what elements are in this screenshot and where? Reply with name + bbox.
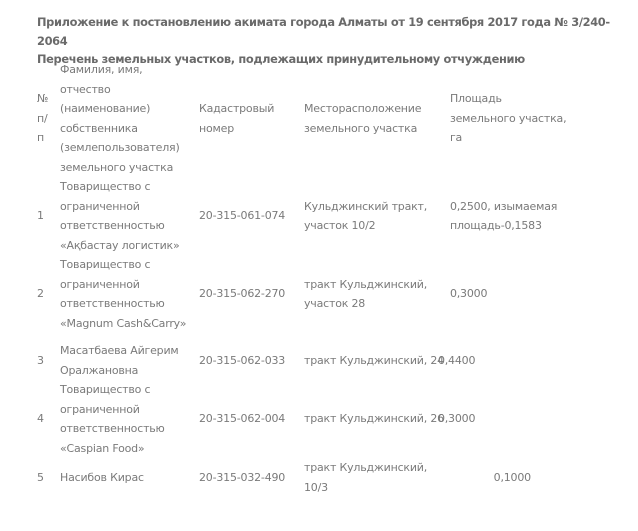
cell-area: 0,1000 bbox=[493, 470, 531, 484]
cell-area: 0,4400 bbox=[437, 353, 476, 367]
table-row: 4 Товарищество с ограниченной ответствен… bbox=[34, 380, 573, 458]
cell-num: 2 bbox=[37, 287, 44, 301]
table-row: 5 Насибов Кирас 20-315-032-490 тракт Кул… bbox=[34, 458, 573, 497]
table-row: 2 Товарищество с ограниченной ответствен… bbox=[34, 255, 573, 333]
header-cadastral: Кадастровый номер bbox=[199, 102, 275, 135]
cell-location: тракт Кульджинский, 24 bbox=[304, 353, 444, 367]
cell-area: 0,3000 bbox=[437, 412, 476, 426]
cell-cadastral: 20-315-061-074 bbox=[199, 209, 286, 223]
cell-owner: Товарищество с ограниченной ответственно… bbox=[60, 258, 187, 330]
cell-num: 5 bbox=[37, 470, 44, 484]
table-row: 3 Масатбаева Айгерим Оралжановна 20-315-… bbox=[34, 333, 573, 380]
cell-num: 1 bbox=[37, 209, 44, 223]
cell-location: тракт Кульджинский, 10/3 bbox=[304, 461, 428, 494]
document-heading: Приложение к постановлению акимата город… bbox=[37, 13, 638, 69]
cell-area-wrap: 0,4400 bbox=[438, 333, 573, 380]
header-owner: Фамилия, имя, отчество (наименование) со… bbox=[60, 63, 180, 174]
header-num: № п/п bbox=[37, 92, 49, 145]
cell-owner: Насибов Кирас bbox=[60, 470, 144, 484]
cell-owner: Товарищество с ограниченной ответственно… bbox=[60, 383, 165, 455]
cell-location: тракт Кульджинский, участок 28 bbox=[304, 277, 428, 311]
cell-location: тракт Кульджинский, 26 bbox=[304, 412, 444, 426]
cell-area: 0,2500, изымаемая площадь-0,1583 bbox=[449, 199, 558, 233]
cell-location: Кульджинский тракт, участок 10/2 bbox=[304, 199, 428, 233]
cell-cadastral: 20-315-032-490 bbox=[199, 470, 286, 484]
title-line-2: Перечень земельных участков, подлежащих … bbox=[37, 52, 525, 66]
header-location: Месторасположение земельного участка bbox=[304, 102, 422, 135]
header-area: Площадь земельного участка, га bbox=[449, 92, 567, 145]
cell-num: 4 bbox=[37, 412, 44, 426]
title-line-1: Приложение к постановлению акимата город… bbox=[37, 15, 610, 48]
table-row: 1 Товарищество с ограниченной ответствен… bbox=[34, 177, 573, 255]
cell-cadastral: 20-315-062-270 bbox=[199, 287, 286, 301]
cell-num: 3 bbox=[37, 353, 44, 367]
cell-owner: Товарищество с ограниченной ответственно… bbox=[60, 180, 180, 252]
table-header-row: № п/п Фамилия, имя, отчество (наименован… bbox=[34, 60, 573, 177]
cell-area-wrap: 0,3000 bbox=[438, 380, 573, 458]
land-plots-table: № п/п Фамилия, имя, отчество (наименован… bbox=[34, 60, 573, 497]
cell-owner: Масатбаева Айгерим Оралжановна bbox=[60, 344, 179, 377]
cell-area: 0,3000 bbox=[449, 287, 488, 301]
cell-cadastral: 20-315-062-004 bbox=[199, 412, 286, 426]
cell-cadastral: 20-315-062-033 bbox=[199, 353, 286, 367]
